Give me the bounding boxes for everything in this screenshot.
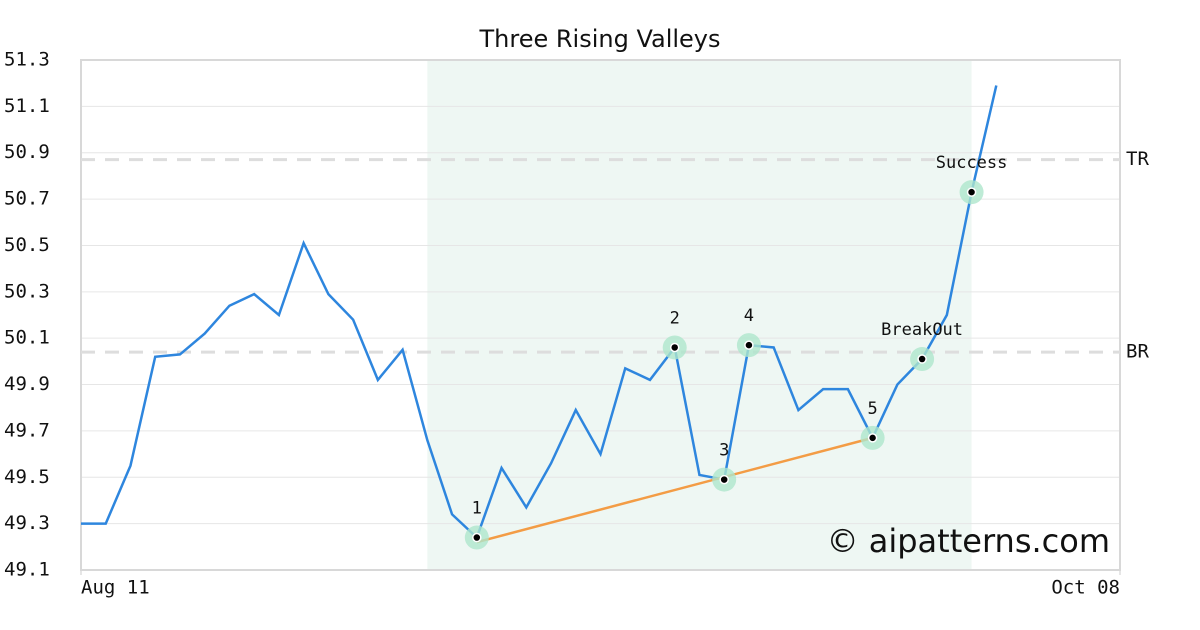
point-dot (966, 187, 977, 197)
y-tick-label: 49.9 (4, 373, 50, 395)
point-label: 5 (867, 399, 877, 419)
point-dot (744, 340, 754, 350)
level-label: BR (1126, 341, 1149, 363)
trend-line (476, 436, 873, 544)
shaded-region (427, 60, 972, 570)
y-tick-label: 50.5 (4, 234, 50, 256)
point-label: 2 (670, 308, 680, 328)
y-tick-label: 49.1 (4, 559, 50, 581)
y-tick-label: 51.3 (4, 49, 50, 71)
x-tick-label: Oct 08 (1051, 577, 1120, 599)
y-tick-label: 50.1 (4, 327, 50, 349)
point-label: 1 (472, 499, 482, 519)
plot-border (80, 59, 1121, 571)
y-tick-label: 50.3 (4, 280, 50, 302)
point-label: 4 (744, 306, 754, 326)
point-dot (917, 354, 927, 364)
point-label: BreakOut (881, 320, 963, 340)
price-line (81, 85, 998, 540)
point-label: 3 (719, 441, 729, 461)
y-tick-label: 49.5 (4, 466, 50, 488)
point-dot (669, 342, 680, 353)
point-dot (867, 433, 878, 443)
point-dot (719, 474, 729, 485)
y-tick-label: 51.1 (4, 95, 50, 117)
chart-title: Three Rising Valleys (478, 25, 720, 53)
y-tick-label: 50.9 (4, 141, 50, 163)
watermark: © aipatterns.com (827, 522, 1110, 560)
y-tick-label: 49.3 (4, 512, 50, 534)
y-tick-label: 50.7 (4, 188, 50, 210)
point-dot (472, 532, 482, 543)
y-tick-label: 49.7 (4, 419, 50, 441)
level-label: TR (1126, 148, 1149, 170)
point-label: Success (936, 153, 1008, 173)
x-tick-label: Aug 11 (81, 577, 150, 599)
